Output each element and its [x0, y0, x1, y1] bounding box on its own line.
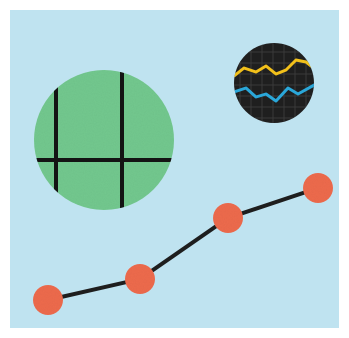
mini-chart-series-yellow — [234, 58, 314, 78]
dark-line-chart-disc — [234, 43, 314, 123]
trend-marker-2 — [125, 264, 155, 294]
trend-marker-3 — [213, 203, 243, 233]
dark-disc-fill — [234, 43, 314, 123]
green-disc-fill — [34, 70, 174, 210]
trend-marker-4 — [303, 173, 333, 203]
green-grid-disc — [34, 70, 174, 210]
trend-line-chart — [33, 173, 333, 315]
mini-chart-series-blue — [234, 82, 314, 103]
trend-marker-1 — [33, 285, 63, 315]
trend-line — [46, 186, 320, 302]
